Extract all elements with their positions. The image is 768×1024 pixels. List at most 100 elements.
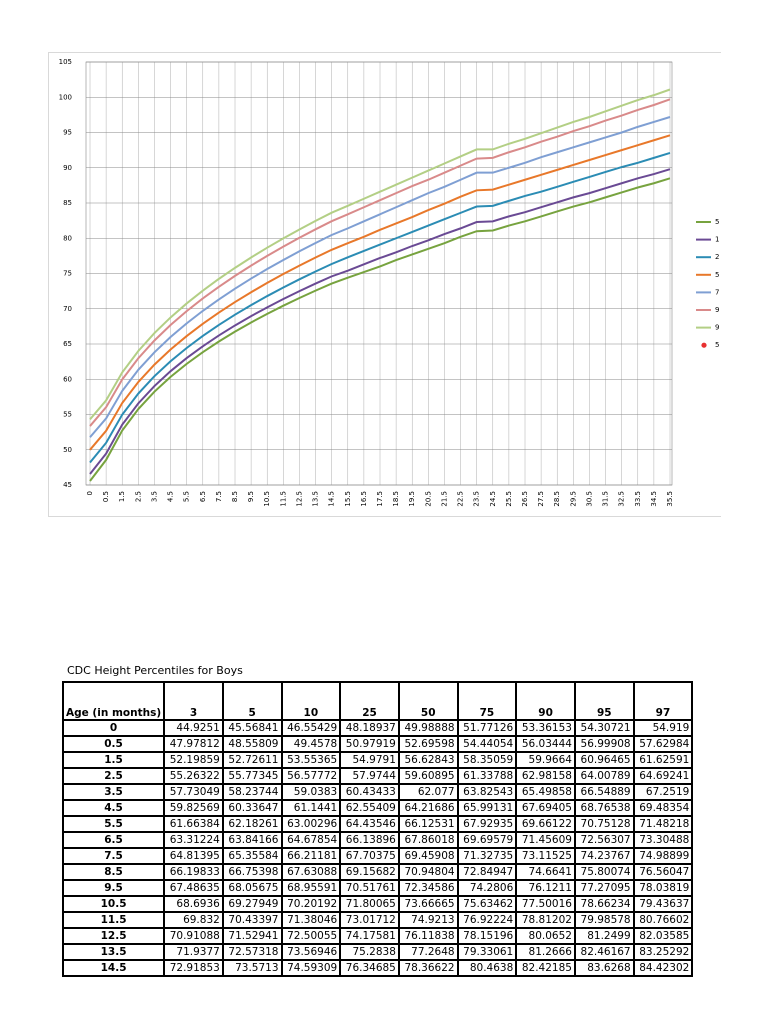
table-cell: 48.55809 bbox=[221, 735, 283, 753]
table-cell: 2.5 bbox=[61, 767, 166, 785]
table-cell: 54.9791 bbox=[339, 751, 400, 769]
table-cell: 64.81395 bbox=[163, 847, 224, 865]
y-tick-label: 60 bbox=[63, 375, 72, 383]
table-cell: 66.21181 bbox=[280, 847, 342, 865]
table-cell: 67.69405 bbox=[515, 799, 576, 817]
x-tick-label: 30.5 bbox=[585, 491, 593, 507]
table-cell: 10.5 bbox=[61, 895, 166, 913]
x-tick-label: 34.5 bbox=[650, 491, 658, 507]
x-tick-label: 14.5 bbox=[328, 491, 336, 507]
table-cell: 56.03444 bbox=[515, 735, 576, 753]
table-cell: 75.2838 bbox=[339, 943, 400, 961]
table-cell: 67.70375 bbox=[339, 847, 400, 865]
table-cell: 80.76602 bbox=[632, 911, 694, 929]
table-cell: 66.54889 bbox=[573, 783, 635, 801]
table-cell: 81.2666 bbox=[515, 943, 576, 961]
y-tick-label: 65 bbox=[63, 340, 72, 348]
table-cell: 48.18937 bbox=[339, 719, 400, 737]
x-tick-label: 8.5 bbox=[231, 491, 239, 502]
table-cell: 64.00789 bbox=[573, 767, 635, 785]
header-cell: Age (in months) bbox=[61, 681, 166, 721]
table-cell: 63.31224 bbox=[163, 831, 224, 849]
x-tick-label: 0 bbox=[86, 491, 94, 495]
table-cell: 65.35584 bbox=[221, 847, 283, 865]
table-cell: 73.30488 bbox=[632, 831, 694, 849]
x-tick-label: 21.5 bbox=[440, 491, 448, 507]
x-tick-label: 29.5 bbox=[569, 491, 577, 507]
table-cell: 70.75128 bbox=[573, 815, 635, 833]
table-cell: 12.5 bbox=[61, 927, 166, 945]
table-row: 7.5 64.81395 65.35584 66.21181 67.70375 69.45… bbox=[61, 847, 694, 865]
table-cell: 56.57772 bbox=[280, 767, 342, 785]
legend-label: 9 bbox=[715, 306, 719, 314]
table-cell: 55.26322 bbox=[163, 767, 224, 785]
table-cell: 50.97919 bbox=[339, 735, 400, 753]
table-cell: 68.76538 bbox=[573, 799, 635, 817]
legend-label: 7 bbox=[715, 288, 719, 296]
y-tick-label: 75 bbox=[63, 270, 72, 278]
x-tick-label: 31.5 bbox=[602, 491, 610, 507]
x-tick-label: 33.5 bbox=[634, 491, 642, 507]
x-tick-label: 16.5 bbox=[360, 491, 368, 507]
y-tick-label: 95 bbox=[63, 129, 72, 137]
legend-label: 1 bbox=[715, 236, 719, 244]
table-cell: 83.25292 bbox=[632, 943, 694, 961]
table-cell: 79.98578 bbox=[573, 911, 635, 929]
y-tick-label: 90 bbox=[63, 164, 72, 172]
table-cell: 67.2519 bbox=[632, 783, 694, 801]
table-row: 0 44.9251 45.56841 46.55429 48.18937 49.98888… bbox=[61, 719, 694, 737]
x-tick-label: 28.5 bbox=[553, 491, 561, 507]
table-cell: 0.5 bbox=[61, 735, 166, 753]
header-row: Age (in months) 3 5 10 25 50 75 90 95 97 bbox=[61, 681, 694, 721]
table-cell: 54.44054 bbox=[456, 735, 518, 753]
table-cell: 61.1441 bbox=[280, 799, 342, 817]
y-tick-label: 45 bbox=[63, 481, 72, 489]
x-tick-label: 13.5 bbox=[312, 491, 320, 507]
legend-label: 2 bbox=[715, 253, 719, 261]
table-cell: 78.15196 bbox=[456, 927, 518, 945]
series-line bbox=[89, 116, 671, 438]
header-cell: 5 bbox=[221, 681, 283, 721]
table-cell: 63.84166 bbox=[221, 831, 283, 849]
y-tick-label: 85 bbox=[63, 199, 72, 207]
table-cell: 62.18261 bbox=[221, 815, 283, 833]
table-cell: 71.32735 bbox=[456, 847, 518, 865]
table-row: 14.5 72.91853 73.5713 74.59309 76.34685 78.36… bbox=[61, 959, 694, 977]
x-tick-label: 0.5 bbox=[102, 491, 110, 502]
table-row: 6.5 63.31224 63.84166 64.67854 66.13896 67.86… bbox=[61, 831, 694, 849]
table-cell: 58.23744 bbox=[221, 783, 283, 801]
table-cell: 57.9744 bbox=[339, 767, 400, 785]
table-cell: 72.91853 bbox=[163, 959, 224, 977]
table-cell: 55.77345 bbox=[221, 767, 283, 785]
table-cell: 67.92935 bbox=[456, 815, 518, 833]
y-tick-label: 70 bbox=[63, 305, 72, 313]
x-tick-label: 4.5 bbox=[167, 491, 175, 502]
table-cell: 73.56946 bbox=[280, 943, 342, 961]
header-cell: 95 bbox=[573, 681, 635, 721]
table-cell: 75.63462 bbox=[456, 895, 518, 913]
table-cell: 65.99131 bbox=[456, 799, 518, 817]
table-cell: 71.80065 bbox=[339, 895, 400, 913]
table-cell: 67.63088 bbox=[280, 863, 342, 881]
table-cell: 61.62591 bbox=[632, 751, 694, 769]
table-cell: 76.56047 bbox=[632, 863, 694, 881]
table-cell: 60.96465 bbox=[573, 751, 635, 769]
table-cell: 49.4578 bbox=[280, 735, 342, 753]
table-cell: 56.99908 bbox=[573, 735, 635, 753]
table-cell: 7.5 bbox=[61, 847, 166, 865]
table-cell: 72.84947 bbox=[456, 863, 518, 881]
table-row: 11.5 69.832 70.43397 71.38046 73.01712 74.921… bbox=[61, 911, 694, 929]
table-cell: 70.51761 bbox=[339, 879, 400, 897]
x-tick-label: 22.5 bbox=[457, 491, 465, 507]
table-cell: 62.55409 bbox=[339, 799, 400, 817]
table-row: 3.5 57.73049 58.23744 59.0383 60.43433 62.077… bbox=[61, 783, 694, 801]
header-cell: 10 bbox=[280, 681, 342, 721]
table-cell: 71.38046 bbox=[280, 911, 342, 929]
table-cell: 70.43397 bbox=[221, 911, 283, 929]
table-cell: 68.6936 bbox=[163, 895, 224, 913]
legend-label: 5 bbox=[715, 218, 719, 226]
table-row: 4.5 59.82569 60.33647 61.1441 62.55409 64.216… bbox=[61, 799, 694, 817]
x-tick-label: 17.5 bbox=[376, 491, 384, 507]
table-cell: 70.20192 bbox=[280, 895, 342, 913]
table-cell: 72.34586 bbox=[397, 879, 459, 897]
